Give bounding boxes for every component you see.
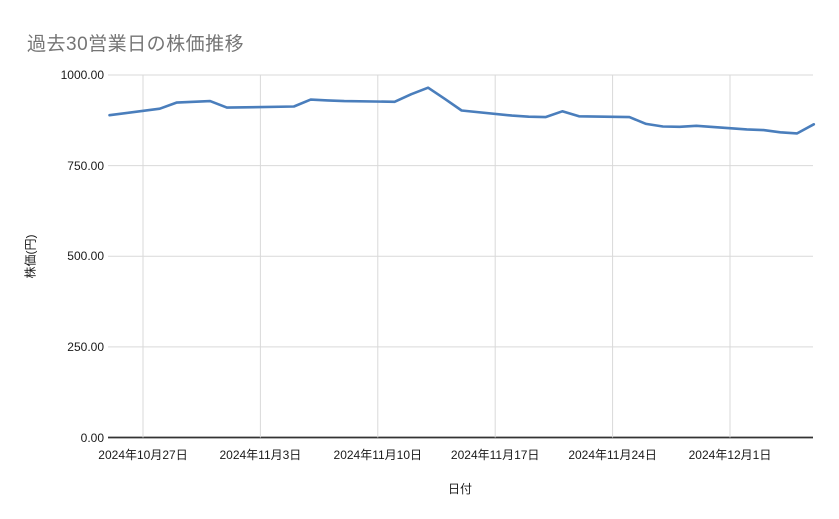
x-tick-label: 2024年11月24日 xyxy=(568,448,657,462)
price-line-series xyxy=(108,86,816,135)
x-tick-label: 2024年12月1日 xyxy=(688,448,772,462)
y-tick-label: 250.00 xyxy=(67,339,104,354)
y-tick-label: 0.00 xyxy=(80,430,104,445)
y-axis-title: 株価(円) xyxy=(23,234,38,279)
gridlines xyxy=(108,74,813,439)
y-tick-label: 750.00 xyxy=(67,158,104,173)
chart-title: 過去30営業日の株価推移 xyxy=(27,34,245,55)
x-axis-title: 日付 xyxy=(447,482,472,496)
x-tick-label: 2024年11月17日 xyxy=(450,448,540,462)
price-line xyxy=(108,86,816,135)
x-tick-label: 2024年10月27日 xyxy=(98,448,188,462)
x-tick-label: 2024年11月10日 xyxy=(333,448,423,462)
x-tick-label: 2024年11月3日 xyxy=(219,448,302,462)
y-tick-label: 500.00 xyxy=(67,249,104,264)
y-tick-label: 1000.00 xyxy=(60,68,104,82)
